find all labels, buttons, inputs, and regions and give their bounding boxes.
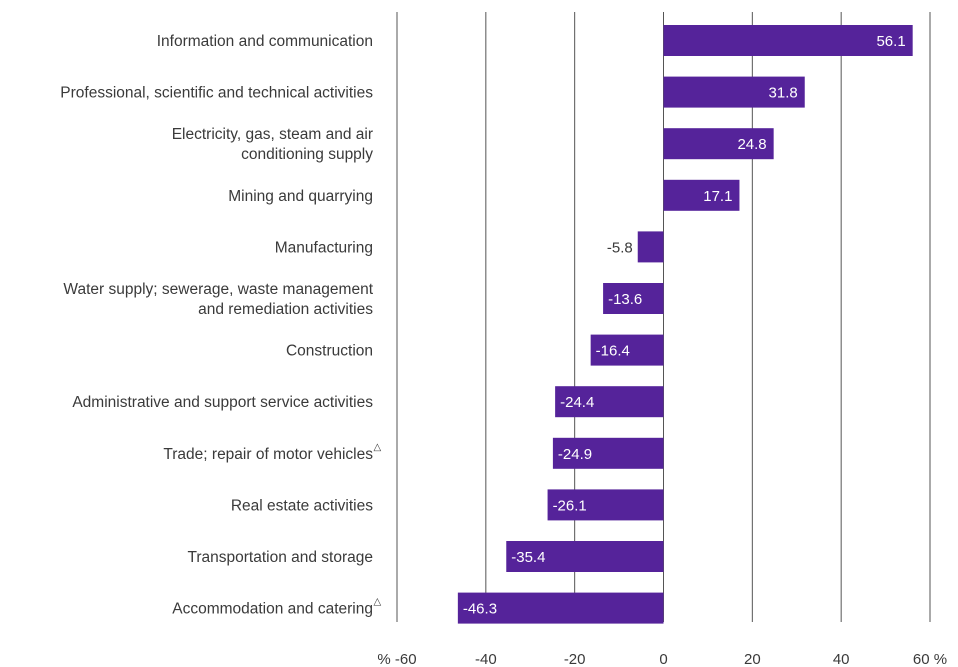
category-label: Accommodation and catering <box>172 601 373 618</box>
bar <box>637 231 664 263</box>
bar-value-label: -35.4 <box>511 549 545 566</box>
category-label: Electricity, gas, steam and air <box>172 126 373 143</box>
x-tick-label: 60 % <box>913 651 947 667</box>
category-label: Administrative and support service activ… <box>72 394 373 411</box>
bar-value-label: 17.1 <box>703 188 732 205</box>
bar <box>555 386 664 418</box>
category-label: Real estate activities <box>231 497 373 514</box>
x-axis-tick-labels: % -60 -40 -20 0 20 40 60 % <box>377 651 947 667</box>
x-tick-label: -20 <box>564 651 586 667</box>
bar <box>552 437 664 469</box>
bar <box>663 179 740 211</box>
category-label: Information and communication <box>157 33 373 50</box>
x-tick-label: 20 <box>744 651 761 667</box>
category-label: Manufacturing <box>275 239 373 256</box>
category-label: Trade; repair of motor vehicles <box>163 446 373 463</box>
category-label: conditioning supply <box>241 146 373 163</box>
bar <box>547 489 664 521</box>
x-tick-label: 0 <box>659 651 667 667</box>
category-label: Construction <box>286 343 373 360</box>
category-label: Transportation and storage <box>187 549 373 566</box>
bar <box>590 334 664 366</box>
category-labels: Information and communication Professiona… <box>60 33 381 618</box>
bar-value-label: 24.8 <box>737 136 766 153</box>
bar <box>663 76 805 108</box>
category-label: and remediation activities <box>198 301 373 318</box>
bar-value-label: -24.9 <box>558 446 592 463</box>
bar-value-label: 56.1 <box>876 33 905 50</box>
x-tick-label: 40 <box>833 651 850 667</box>
bar-value-label: -24.4 <box>560 394 594 411</box>
bar <box>506 541 664 572</box>
bar-value-label: 31.8 <box>769 85 798 102</box>
bar <box>603 283 664 314</box>
gridlines <box>396 12 931 622</box>
bar <box>663 25 913 56</box>
category-label: Water supply; sewerage, waste management <box>63 281 373 298</box>
category-label: Professional, scientific and technical a… <box>60 85 373 102</box>
bar-value-label: -16.4 <box>596 343 630 360</box>
bar-value-label: -46.3 <box>463 601 497 618</box>
footnote-marker: △ <box>374 597 382 608</box>
bar <box>663 128 774 160</box>
bar-value-label: -13.6 <box>608 291 642 308</box>
bar-value-label: -26.1 <box>553 497 587 514</box>
bars: 56.1 31.8 24.8 17.1 -5.8 -13.6 -16.4 -24.4 -24.9… <box>457 25 913 624</box>
x-tick-label: % -60 <box>377 651 416 667</box>
footnote-marker: △ <box>374 442 382 453</box>
x-tick-label: -40 <box>475 651 497 667</box>
bar-value-label: -5.8 <box>607 239 633 256</box>
category-label: Mining and quarrying <box>228 188 373 205</box>
bar <box>457 592 664 624</box>
